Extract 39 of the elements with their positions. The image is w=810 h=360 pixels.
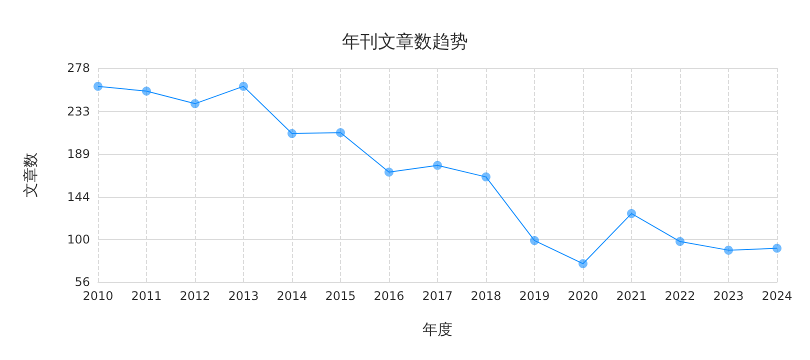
point xyxy=(190,99,200,108)
x-tick-label: 2021 xyxy=(616,289,647,303)
point xyxy=(578,259,588,268)
point xyxy=(288,129,296,138)
y-tick-label: 144 xyxy=(67,190,90,204)
point xyxy=(142,86,151,96)
x-tick-label: 2012 xyxy=(180,289,210,303)
x-tick-label: 2017 xyxy=(422,289,453,303)
x-tick-label: 2014 xyxy=(276,289,308,303)
point xyxy=(772,244,782,253)
x-tick-label: 2019 xyxy=(519,289,550,303)
x-tick-label: 2024 xyxy=(762,289,792,303)
point xyxy=(676,237,684,246)
y-tick-label: 100 xyxy=(67,232,90,247)
point xyxy=(724,246,733,255)
x-tick-label: 2018 xyxy=(470,289,502,303)
x-tick-label: 2016 xyxy=(374,289,404,303)
y-tick-label: 278 xyxy=(67,61,90,75)
point xyxy=(530,236,539,246)
point xyxy=(627,209,636,218)
y-tick-label: 56 xyxy=(74,275,90,289)
x-axis-title: 年度 xyxy=(422,320,452,338)
point xyxy=(482,172,490,182)
x-tick-label: 2010 xyxy=(82,289,114,303)
x-tick-label: 2011 xyxy=(131,289,162,303)
point xyxy=(433,160,442,170)
point xyxy=(94,82,102,91)
x-tick-label: 2015 xyxy=(325,289,356,303)
x-tick-label: 2020 xyxy=(568,289,598,303)
x-tick-label: 2023 xyxy=(713,289,744,303)
y-tick-label: 189 xyxy=(67,146,90,161)
x-tick-label: 2022 xyxy=(664,289,696,303)
y-tick-label: 233 xyxy=(67,104,90,118)
x-tick-label: 2013 xyxy=(228,289,259,303)
point xyxy=(336,128,345,138)
y-axis-title: 文章数 xyxy=(22,152,40,198)
chart-title: 年刊文章数趋势 xyxy=(342,32,468,52)
point xyxy=(239,82,248,91)
point xyxy=(384,168,394,177)
